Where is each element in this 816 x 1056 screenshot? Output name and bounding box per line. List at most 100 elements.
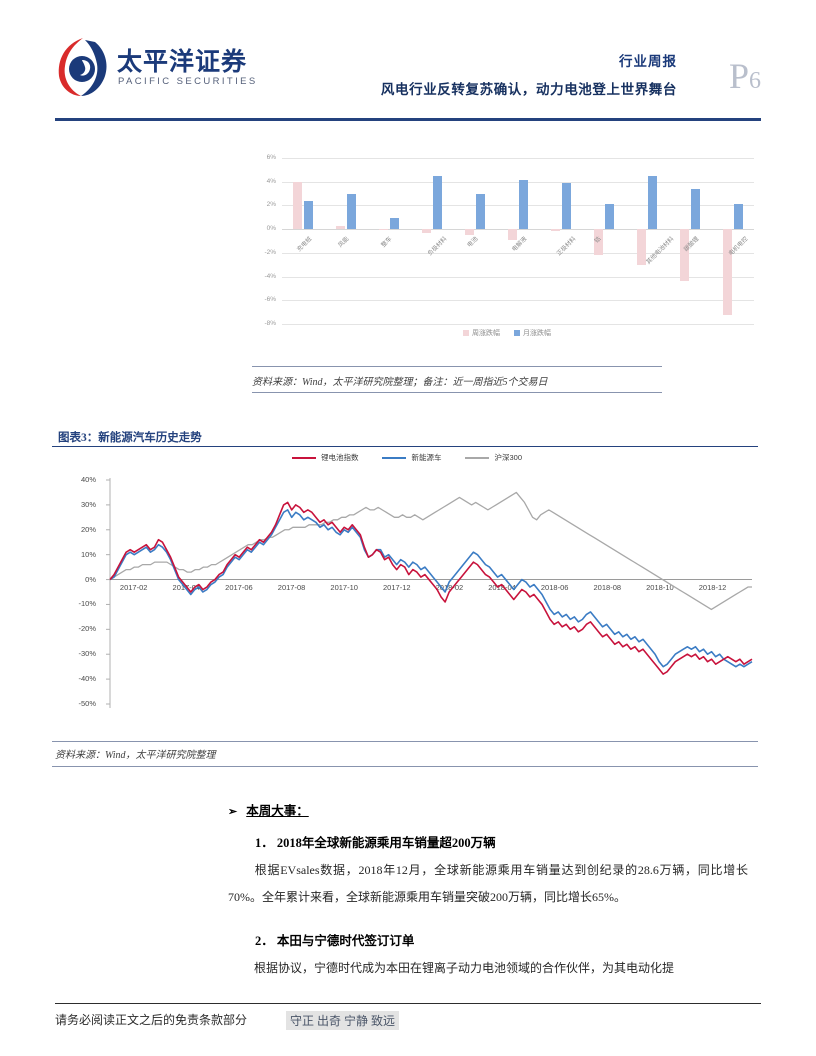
line-chart-x-tick: 2017-06: [225, 582, 253, 592]
bar-chart-x-tick: 其他电池材料: [645, 236, 676, 266]
bar-week: [508, 229, 517, 240]
bar-chart-legend: 周涨跌幅 月涨跌幅: [252, 328, 762, 338]
section-bullet-weekly-events: ➢ 本周大事：: [228, 800, 309, 819]
bar-month: [433, 175, 443, 230]
legend-item: 月涨跌幅: [514, 328, 551, 338]
legend-label: 锂电池指数: [320, 453, 359, 462]
bar-chart-gridline: [282, 300, 754, 302]
line-chart-y-tick: 20%: [80, 524, 96, 534]
bar-chart-y-tick: 0%: [266, 225, 276, 233]
bar-month: [519, 179, 528, 230]
bar-chart-gridline: [282, 205, 754, 207]
line-chart-x-tick: 2018-10: [646, 582, 674, 592]
figure3-caption-divider: [52, 446, 758, 447]
legend-swatch: [514, 330, 520, 337]
line-chart-y-tick: 30%: [80, 499, 96, 509]
line-chart-x-tick: 2018-08: [593, 582, 622, 592]
bar-month: [304, 201, 314, 230]
legend-item: 周涨跌幅: [463, 328, 500, 338]
news-item-2-text: 根据协议，宁德时代成为本田在锂离子动力电池领域的合作伙伴，为其电动化提: [254, 961, 675, 975]
header-title: 风电行业反转复苏确认，动力电池登上世界舞台: [380, 82, 677, 97]
line-chart-y-tick: -10%: [78, 599, 96, 609]
legend-item: 锂电池指数: [291, 452, 359, 463]
line-chart-y-tick: 0%: [85, 574, 96, 584]
bar-month: [561, 183, 571, 230]
bar-month: [347, 193, 357, 230]
figure3-caption: 图表3：新能源汽车历史走势: [58, 432, 202, 444]
footer-slogan: 守正 出奇 宁静 致远: [286, 1011, 400, 1030]
line-series-1: [109, 509, 753, 668]
bar-month: [690, 188, 700, 230]
figure3-source-divider: [52, 741, 758, 742]
header-divider: [55, 118, 761, 121]
bar-chart-y-tick: 2%: [266, 201, 276, 209]
line-chart-y-tick: -50%: [78, 699, 96, 708]
figure3-source-note: 资料来源：Wind，太平洋研究院整理: [55, 750, 216, 761]
page-number-label: P6: [729, 58, 761, 94]
legend-line-swatch: [465, 457, 490, 460]
bar-chart-gridline: [282, 252, 754, 254]
bullet-arrow-icon: ➢: [228, 806, 238, 818]
bar-chart-y-tick: -4%: [264, 272, 276, 280]
bar-chart-y-tick: -8%: [264, 320, 276, 327]
line-chart-legend: 锂电池指数 新能源车 沪深300: [52, 452, 762, 463]
logo-text-en: PACIFIC SECURITIES: [118, 76, 258, 87]
news-item-1-text: 根据EVsales数据，2018年12月，全球新能源乘用车销量达到创纪录的28.…: [228, 863, 748, 904]
line-series-2: [109, 491, 752, 611]
bar-month: [476, 194, 486, 230]
bar-week: [465, 229, 475, 236]
bar-chart-y-tick: -2%: [264, 248, 276, 256]
bar-week: [336, 226, 346, 230]
bar-month: [604, 204, 614, 230]
bar-chart-x-tick: 正极材料: [556, 236, 578, 258]
legend-line-swatch: [291, 457, 316, 460]
page-number: 6: [749, 68, 761, 94]
line-chart-y-tick: -30%: [78, 649, 96, 659]
header-kicker: 行业周报: [619, 54, 677, 69]
line-chart-y-tick: -40%: [78, 674, 96, 684]
page-header: 太平洋证券 PACIFIC SECURITIES 行业周报 风电行业反转复苏确认…: [0, 0, 816, 121]
legend-label: 周涨跌幅: [472, 330, 500, 337]
figure2-source-note: 资料来源：Wind，太平洋研究院整理；备注：近一周指近5个交易日: [252, 377, 548, 388]
line-chart-nev-history: 锂电池指数 新能源车 沪深300 40% 30% 20% 10% 0% -10% -20% -30%…: [52, 452, 762, 732]
bar-chart-gridline: [282, 324, 754, 325]
news-item-2-paragraph: 根据协议，宁德时代成为本田在锂离子动力电池领域的合作伙伴，为其电动化提: [228, 955, 748, 982]
bar-week: [550, 229, 560, 231]
line-chart-x-tick: 2017-10: [330, 582, 358, 592]
bar-chart-gridline: [282, 158, 754, 159]
bar-month: [390, 218, 400, 230]
line-chart-y-tick: 40%: [80, 475, 96, 484]
line-chart-canvas: [106, 478, 753, 708]
bar-chart-sector-performance: 6% 4% 2% 0% -2% -4% -6% -8% 充电桩 风能 整车 负极材料 电池 电解液 正极材料…: [252, 152, 762, 352]
bar-week: [422, 229, 432, 233]
bar-week: [679, 229, 689, 282]
bar-chart-x-tick: 整车: [380, 236, 394, 250]
bar-week: [593, 229, 603, 256]
figure2-source-divider: [252, 366, 662, 367]
figure3-source-divider-bottom: [52, 766, 758, 767]
bar-chart-gridline: [282, 276, 754, 278]
line-chart-x-tick: 2018-06: [540, 582, 569, 592]
bar-chart-y-tick: -6%: [264, 296, 276, 304]
footer-divider: [55, 1003, 761, 1004]
legend-label: 月涨跌幅: [523, 330, 551, 337]
bar-week: [293, 181, 303, 230]
line-chart-x-tick: 2018-04: [488, 582, 516, 592]
bar-month: [733, 203, 743, 230]
legend-item: 新能源车: [382, 452, 441, 463]
bar-chart-x-tick: 电池: [466, 236, 480, 250]
bullet-label: 本周大事：: [246, 804, 309, 818]
line-chart-y-tick: -20%: [78, 624, 96, 634]
bar-week: [722, 229, 732, 315]
bar-chart-gridline: [282, 181, 754, 183]
line-chart-x-tick: 2018-12: [698, 582, 727, 592]
legend-swatch: [463, 330, 469, 337]
bar-chart-x-tick: 充电桩: [296, 236, 314, 254]
line-chart-x-tick: 2017-08: [277, 582, 306, 592]
line-series-0: [109, 501, 753, 675]
legend-line-swatch: [382, 457, 407, 460]
legend-item: 沪深300: [465, 452, 522, 463]
bar-week: [636, 229, 646, 265]
company-logo: 太平洋证券 PACIFIC SECURITIES: [55, 36, 285, 102]
